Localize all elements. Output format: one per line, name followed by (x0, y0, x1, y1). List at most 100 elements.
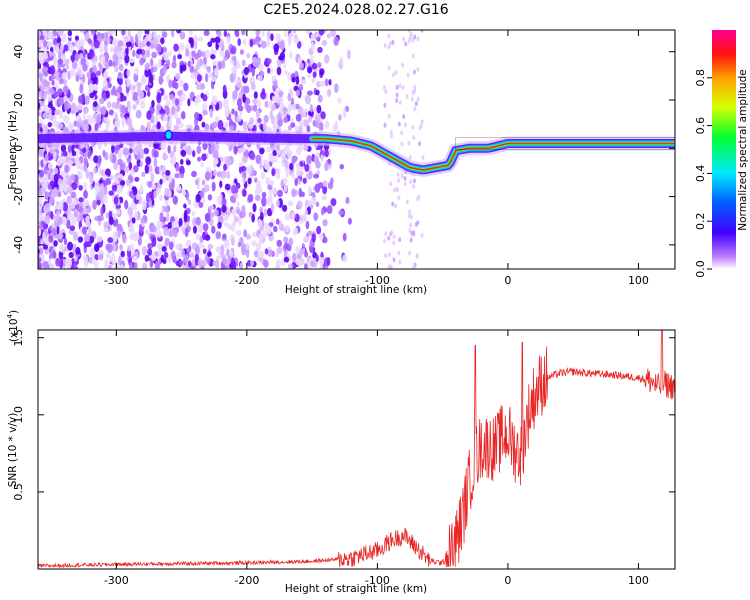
spectrogram-cell (308, 170, 313, 180)
spectrogram-cell (283, 256, 290, 263)
spectrogram-cell (56, 37, 62, 44)
spectrogram-cell (405, 199, 409, 205)
spectrogram-cell (103, 227, 109, 233)
spectrogram-cell (132, 49, 136, 58)
spectrogram-cell (237, 241, 242, 248)
spectrogram-cell (213, 158, 219, 165)
spectrogram-cell (138, 42, 143, 51)
spectrogram-cell (93, 85, 99, 91)
spectrogram-cell (118, 78, 123, 86)
spectrogram-cell (413, 178, 417, 184)
spectrogram-cell (54, 109, 60, 116)
spectrogram-cell (279, 51, 286, 61)
spectrogram-cell (143, 147, 150, 155)
spectrogram-cell (294, 125, 300, 132)
spectrogram-cell (89, 174, 94, 185)
spectrogram-cell (190, 37, 194, 47)
spectrogram-cell (79, 211, 83, 221)
spectrogram-cell (301, 213, 307, 223)
spectrogram-cell (334, 120, 338, 130)
spectrogram-cell (103, 185, 108, 196)
spectrogram-cell (42, 182, 47, 189)
spectrogram-cell (173, 144, 177, 153)
spectrogram-cell (198, 36, 204, 42)
spectrogram-cell (116, 185, 123, 194)
spectrogram-cell (62, 201, 69, 212)
spectrogram-cell (406, 72, 410, 78)
spectrogram-cell (274, 93, 279, 104)
spectrogram-cell (278, 220, 283, 231)
spectrogram-cell (62, 150, 68, 157)
spectrogram-cell (338, 114, 342, 121)
spectrogram-cell (342, 232, 347, 242)
spectrogram-cell (170, 250, 176, 260)
spectrogram-cell (194, 53, 199, 60)
spectrogram-cell (219, 180, 223, 188)
spectrogram-cell (96, 199, 101, 206)
spectrogram-cell (172, 155, 177, 163)
spectrogram-cell (105, 252, 111, 259)
spectrogram-cell (242, 93, 246, 104)
spectrogram-cell (147, 181, 153, 188)
spectrogram-cell (130, 227, 135, 234)
spectrogram-cell (183, 214, 188, 223)
spectrogram-cell (271, 155, 278, 164)
spectrogram-cell (278, 90, 284, 96)
spectrogram-cell (43, 51, 48, 60)
spectrogram-cell (161, 245, 167, 252)
spectrogram-cell (264, 222, 269, 230)
spectrogram-cell (147, 242, 154, 249)
spectrogram-cell (106, 101, 112, 109)
spectrogram-cell (99, 253, 104, 260)
spectrogram-cell (97, 155, 102, 165)
spectrogram-xtick-label: 100 (628, 274, 649, 287)
spectrogram-cell (259, 147, 265, 155)
spectrogram-cell (89, 156, 93, 162)
spectrogram-cell (84, 108, 89, 114)
spectrogram-cell (192, 225, 197, 234)
spectrogram-cell (419, 123, 423, 129)
spectrogram-cell (128, 161, 133, 171)
spectrogram-cell (53, 151, 57, 161)
spectrogram-cell (140, 100, 146, 110)
spectrogram-cell (126, 69, 131, 77)
spectrogram-cell (292, 252, 297, 263)
spectrogram-cell (114, 102, 120, 110)
spectrogram-cell (222, 198, 227, 207)
spectrogram-cell (76, 213, 80, 223)
spectrogram-cell (285, 224, 290, 233)
spectrogram-cell (188, 30, 193, 36)
spectrogram-cell (44, 215, 51, 225)
spectrogram-cell (195, 94, 201, 104)
spectrogram-cell (113, 196, 119, 205)
spectrogram-cell (221, 60, 225, 66)
spectrogram-cell (229, 195, 235, 203)
spectrogram-cell (65, 178, 72, 186)
spectrogram-cell (129, 168, 135, 176)
spectrogram-cell (412, 135, 416, 141)
spectrogram-cell (44, 153, 49, 162)
spectrogram-cell (262, 121, 267, 132)
spectrogram-cell (53, 240, 58, 247)
spectrogram-cell (150, 58, 154, 67)
spectrogram-cell (245, 249, 250, 258)
spectrogram-cell (292, 155, 298, 162)
spectrogram-cell (132, 165, 139, 173)
spectrogram-cell (284, 30, 288, 38)
spectrogram-cell (117, 96, 121, 103)
spectrogram-cell (296, 200, 303, 210)
spectrogram-cell (224, 183, 231, 191)
spectrogram-cell (52, 56, 58, 67)
spectrogram-cell (90, 72, 97, 79)
spectrogram-cell (100, 206, 104, 217)
spectrogram-cell (211, 76, 217, 83)
spectrogram-cell (146, 41, 151, 47)
spectrogram-cell (321, 236, 328, 244)
spectrogram-cell (249, 77, 255, 83)
spectrogram-cell (119, 162, 126, 172)
spectrogram-cell (215, 43, 219, 51)
spectrogram-cell (55, 258, 61, 267)
spectrogram-cell (319, 68, 325, 76)
spectrogram-cell (267, 100, 273, 109)
spectrogram-cell (304, 164, 310, 172)
